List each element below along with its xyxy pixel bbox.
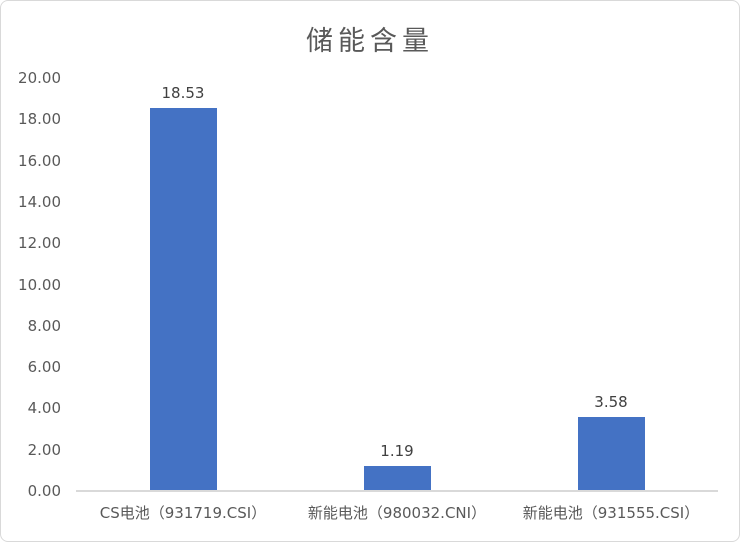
bar-3 [577, 417, 645, 491]
y-axis-tick-label: 12.00 [18, 234, 61, 253]
y-axis-tick-label: 8.00 [27, 316, 61, 335]
y-axis-tick-label: 14.00 [18, 192, 61, 211]
bar-2 [363, 466, 431, 491]
y-axis-tick-label: 6.00 [27, 358, 61, 377]
x-axis-category-label: 新能电池（980032.CNI） [307, 504, 487, 522]
bar-data-label: 1.19 [380, 442, 414, 461]
y-axis-tick-label: 10.00 [18, 275, 61, 294]
y-axis-tick-label: 16.00 [18, 151, 61, 170]
x-axis-category-label: CS电池（931719.CSI） [99, 504, 267, 522]
bar-data-label: 18.53 [161, 84, 205, 103]
chart-title: 储能含量 [306, 26, 434, 57]
bar-1 [149, 108, 217, 491]
y-axis-tick-label: 18.00 [18, 110, 61, 129]
y-axis-tick-label: 0.00 [27, 482, 61, 500]
x-axis-line [76, 490, 718, 492]
y-axis-tick-label: 4.00 [27, 399, 61, 418]
x-axis-category-label: 新能电池（931555.CSI） [522, 504, 700, 522]
y-axis-tick-label: 20.00 [18, 69, 61, 87]
y-axis-tick-label: 2.00 [27, 440, 61, 459]
bar-data-label: 3.58 [594, 393, 628, 412]
